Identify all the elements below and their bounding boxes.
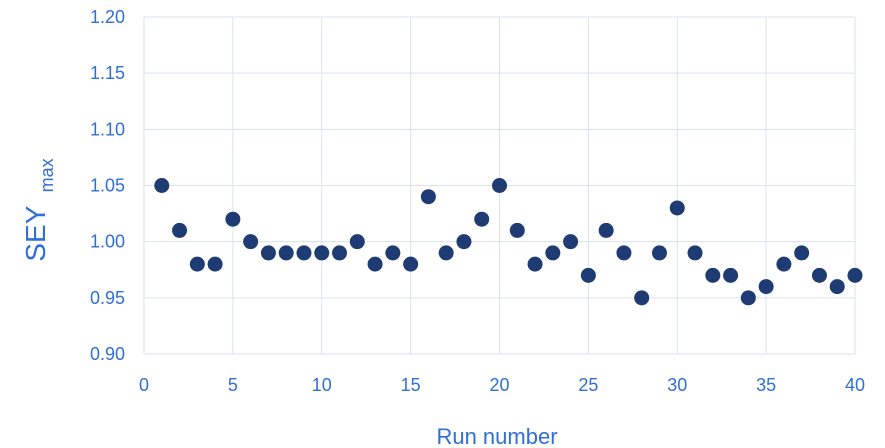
data-point (829, 279, 845, 295)
y-tick-label: 1.15 (90, 63, 125, 83)
data-point (580, 267, 596, 283)
data-point (438, 245, 454, 261)
data-point (332, 245, 348, 261)
x-tick-label: 40 (845, 375, 865, 395)
x-tick-label: 0 (139, 375, 149, 395)
data-point (811, 267, 827, 283)
data-point (314, 245, 330, 261)
y-axis-title: SEY max (20, 158, 57, 261)
data-point (669, 200, 685, 216)
data-point (545, 245, 561, 261)
x-tick-label: 20 (489, 375, 509, 395)
data-point (616, 245, 632, 261)
data-point (225, 211, 241, 227)
data-point (776, 256, 792, 272)
data-point (634, 290, 650, 306)
data-point (456, 234, 472, 250)
grid-lines (143, 16, 856, 355)
data-point (474, 211, 490, 227)
x-axis-title: Run number (436, 424, 557, 448)
data-point (243, 234, 259, 250)
x-tick-label: 25 (578, 375, 598, 395)
data-point (705, 267, 721, 283)
data-point (189, 256, 205, 272)
x-tick-label: 5 (228, 375, 238, 395)
data-point (349, 234, 365, 250)
data-point (207, 256, 223, 272)
data-point (758, 279, 774, 295)
data-point (296, 245, 312, 261)
y-tick-label: 1.20 (90, 7, 125, 27)
x-tick-label: 10 (312, 375, 332, 395)
data-point (403, 256, 419, 272)
data-point (598, 222, 614, 238)
data-point (420, 189, 436, 205)
data-point (740, 290, 756, 306)
data-point (651, 245, 667, 261)
data-point (492, 178, 507, 193)
data-point (794, 245, 810, 261)
data-point (563, 234, 579, 250)
x-tick-label: 15 (401, 375, 421, 395)
x-tick-label: 30 (667, 375, 687, 395)
y-tick-label: 1.00 (90, 232, 125, 252)
y-tick-label: 0.95 (90, 288, 125, 308)
data-point (260, 245, 276, 261)
data-point (367, 256, 383, 272)
data-point (172, 222, 188, 238)
y-tick-label: 0.90 (90, 344, 125, 364)
data-point (385, 245, 401, 261)
x-axis-ticks: 0 5 10 15 20 25 30 35 40 (139, 375, 865, 395)
data-point (527, 256, 543, 272)
data-point (278, 245, 294, 261)
y-tick-label: 1.05 (90, 176, 125, 196)
y-tick-label: 1.10 (90, 119, 125, 139)
data-point (154, 178, 170, 193)
y-axis-title-subscript: max (37, 158, 57, 192)
data-point (847, 267, 863, 283)
y-axis-title-main: SEY (20, 205, 51, 261)
data-point (723, 267, 739, 283)
x-tick-label: 35 (756, 375, 776, 395)
data-points (154, 178, 863, 306)
y-axis-ticks: 0.90 0.95 1.00 1.05 1.10 1.15 1.20 (90, 7, 125, 364)
data-point (509, 222, 525, 238)
data-point (687, 245, 703, 261)
